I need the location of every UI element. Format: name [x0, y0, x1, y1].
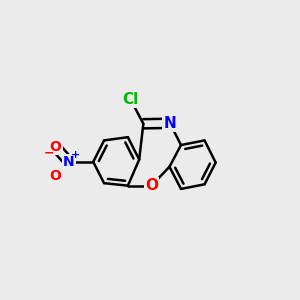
Text: −: − — [44, 147, 54, 160]
Text: N: N — [164, 116, 176, 131]
Text: O: O — [50, 169, 61, 183]
Text: O: O — [50, 140, 61, 154]
Text: O: O — [145, 178, 158, 193]
Text: N: N — [63, 155, 75, 169]
Text: +: + — [71, 150, 80, 161]
Text: Cl: Cl — [122, 92, 139, 107]
